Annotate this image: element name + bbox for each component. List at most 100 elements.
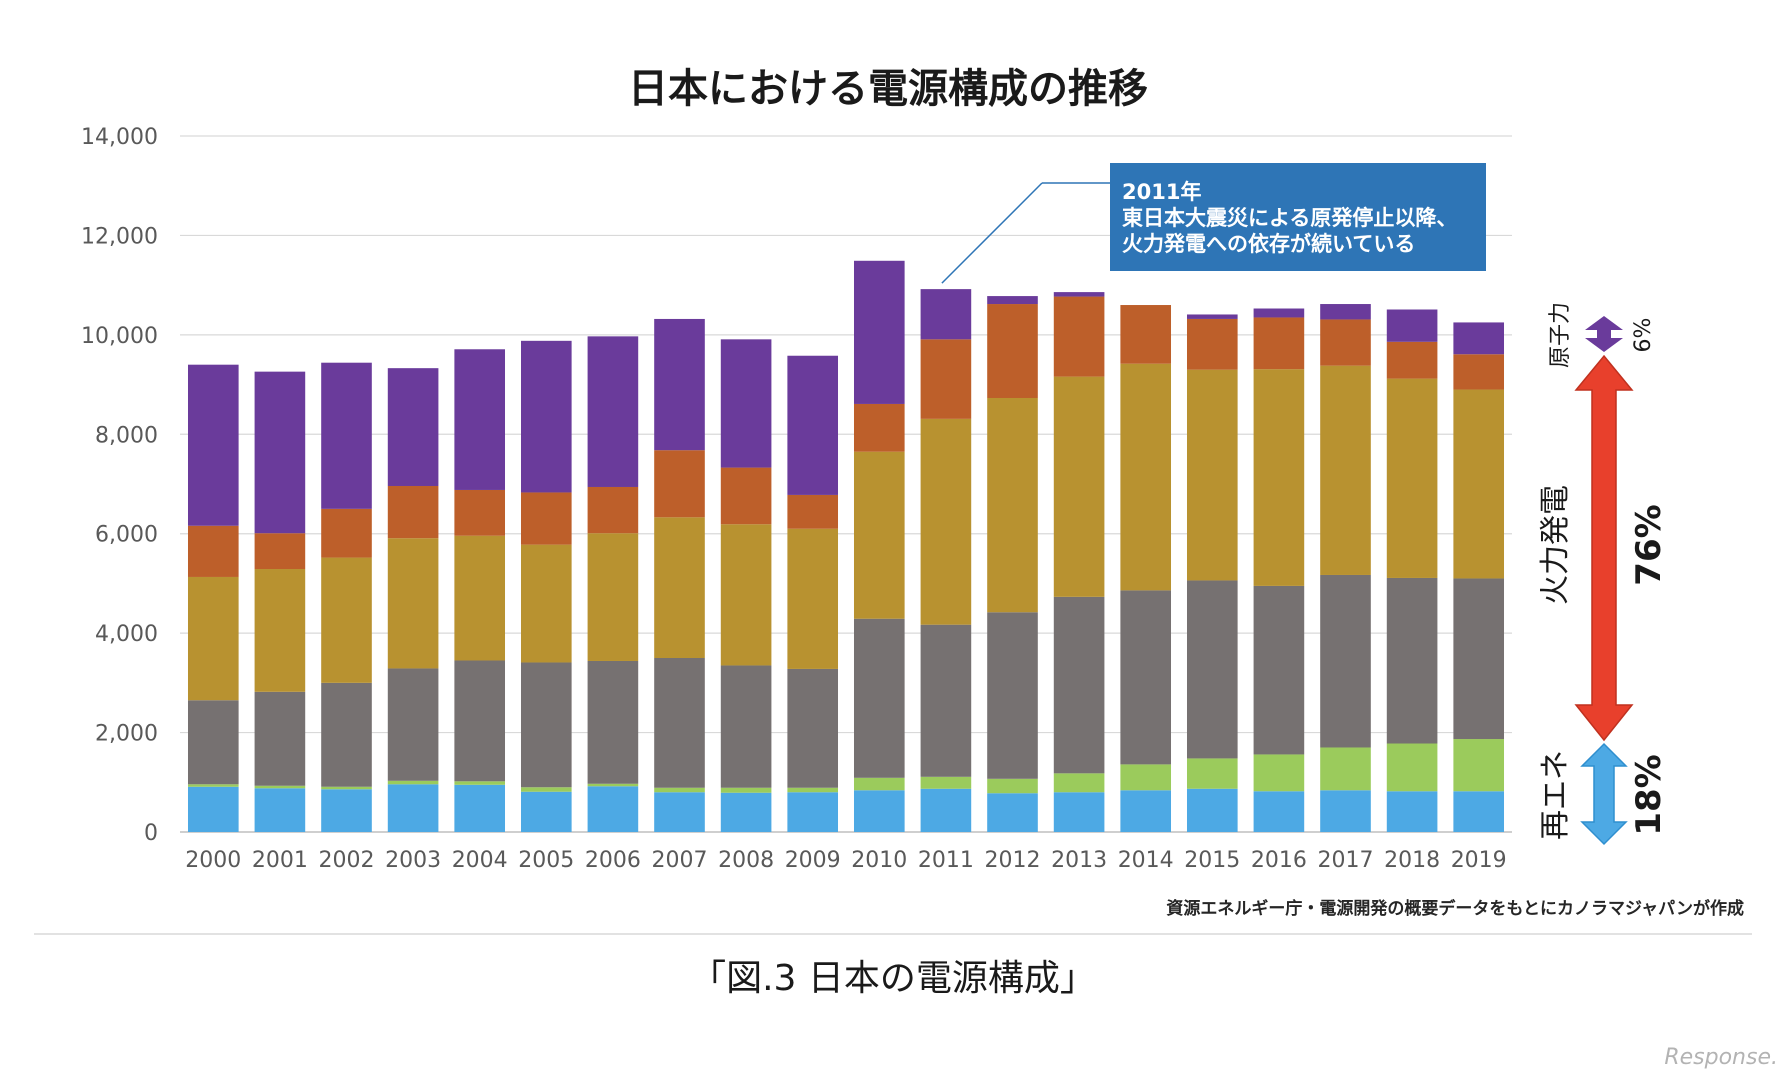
bar-segment xyxy=(920,776,972,789)
callout-year: 2011年 xyxy=(1122,180,1201,204)
bar-segment xyxy=(1253,369,1305,586)
bar-segment xyxy=(187,784,239,787)
bar-segment xyxy=(254,371,306,534)
bar-segment xyxy=(1320,574,1371,748)
bar-stack-2004 xyxy=(454,349,506,832)
bar-stacks xyxy=(187,260,1505,832)
bar-stack-2001 xyxy=(254,371,306,832)
bar-segment xyxy=(321,786,372,790)
bar-segment xyxy=(1453,389,1505,579)
bar-segment xyxy=(920,339,972,419)
bar-segment xyxy=(254,569,306,692)
bar-segment xyxy=(987,778,1038,794)
x-tick-label: 2019 xyxy=(1451,848,1507,873)
x-tick-label: 2018 xyxy=(1384,848,1440,873)
bar-segment xyxy=(720,524,772,666)
bar-segment xyxy=(520,787,572,792)
bar-segment xyxy=(520,662,572,788)
bar-segment xyxy=(1053,376,1105,597)
x-tick-label: 2017 xyxy=(1318,848,1374,873)
bar-segment xyxy=(254,533,306,570)
bar-segment xyxy=(720,467,772,525)
y-tick-label: 14,000 xyxy=(81,125,158,150)
bar-segment xyxy=(987,397,1038,613)
x-tick-label: 2011 xyxy=(918,848,974,873)
bar-segment xyxy=(1453,739,1505,792)
bar-segment xyxy=(520,492,572,545)
callout-line-1: 東日本大震災による原発停止以降、 xyxy=(1122,206,1457,230)
bar-segment xyxy=(1386,791,1438,832)
x-tick-label: 2014 xyxy=(1118,848,1174,873)
bar-segment xyxy=(454,784,506,832)
x-axis-ticks: 2000 2001 2002 2003 2004 2005 2006 2007 2008 2009… xyxy=(185,848,1506,873)
bar-segment xyxy=(1253,317,1305,370)
bar-segment xyxy=(187,786,239,832)
bar-stack-2015 xyxy=(1186,314,1238,832)
bar-segment xyxy=(920,289,972,340)
y-tick-label: 10,000 xyxy=(81,324,158,349)
bar-stack-2013 xyxy=(1053,292,1105,832)
bar-segment xyxy=(787,668,839,788)
bar-segment xyxy=(1120,305,1172,364)
bar-segment xyxy=(654,787,705,793)
bar-segment xyxy=(1053,773,1105,793)
bar-segment xyxy=(1453,322,1505,355)
bar-segment xyxy=(1253,585,1305,755)
bar-segment xyxy=(387,368,439,486)
x-tick-label: 2013 xyxy=(1051,848,1107,873)
bar-segment xyxy=(1253,308,1305,318)
bar-stack-2005 xyxy=(520,340,572,832)
bar-stack-2002 xyxy=(321,362,372,832)
bar-segment xyxy=(720,792,772,832)
bar-segment xyxy=(587,486,639,534)
bar-stack-2018 xyxy=(1386,309,1438,832)
bar-segment xyxy=(1253,754,1305,792)
bar-segment xyxy=(520,791,572,832)
y-tick-label: 8,000 xyxy=(95,423,158,448)
bar-segment xyxy=(987,304,1038,398)
bar-segment xyxy=(1320,747,1371,791)
bar-segment xyxy=(587,660,639,784)
annotation-callout: 2011年 東日本大震災による原発停止以降、 火力発電への依存が続いている xyxy=(941,163,1486,284)
bar-stack-2007 xyxy=(654,318,705,832)
x-tick-label: 2005 xyxy=(518,848,574,873)
bar-segment xyxy=(1120,764,1172,791)
bar-stack-2010 xyxy=(853,260,905,832)
bar-segment xyxy=(1186,318,1238,370)
bar-segment xyxy=(587,783,639,787)
bar-segment xyxy=(1186,580,1238,759)
bar-segment xyxy=(587,533,639,661)
bar-segment xyxy=(853,451,905,619)
bar-stack-2014 xyxy=(1120,305,1172,832)
renewable-percent: 18% xyxy=(1629,754,1669,835)
bar-segment xyxy=(1453,791,1505,832)
bar-segment xyxy=(187,576,239,701)
bar-stack-2003 xyxy=(387,368,439,832)
bar-segment xyxy=(520,340,572,493)
bar-segment xyxy=(920,418,972,625)
bar-segment xyxy=(654,792,705,832)
x-tick-label: 2012 xyxy=(985,848,1041,873)
bar-segment xyxy=(720,339,772,468)
thermal-percent: 76% xyxy=(1629,504,1669,585)
bar-segment xyxy=(1186,758,1238,789)
source-note: 資源エネルギー庁・電源開発の概要データをもとにカノラマジャパンが作成 xyxy=(1166,898,1744,919)
bar-stack-2019 xyxy=(1453,322,1505,832)
bar-segment xyxy=(787,787,839,793)
bar-segment xyxy=(853,403,905,452)
bar-segment xyxy=(920,788,972,832)
bar-segment xyxy=(254,785,306,789)
bar-segment xyxy=(1120,790,1172,832)
x-tick-label: 2010 xyxy=(851,848,907,873)
thermal-label: 火力発電 xyxy=(1538,485,1573,605)
bar-segment xyxy=(853,618,905,778)
y-tick-label: 4,000 xyxy=(95,622,158,647)
y-axis-ticks: 0 2,000 4,000 6,000 8,000 10,000 12,000 14,000 xyxy=(81,125,158,846)
x-tick-label: 2006 xyxy=(585,848,641,873)
x-tick-label: 2001 xyxy=(252,848,308,873)
share-annotations: 原子力 6% 火力発電 76% 再エネ 18% xyxy=(1538,302,1669,846)
bar-segment xyxy=(254,788,306,832)
bar-segment xyxy=(387,668,439,781)
bar-segment xyxy=(1120,590,1172,765)
renewable-arrow xyxy=(1580,742,1628,846)
